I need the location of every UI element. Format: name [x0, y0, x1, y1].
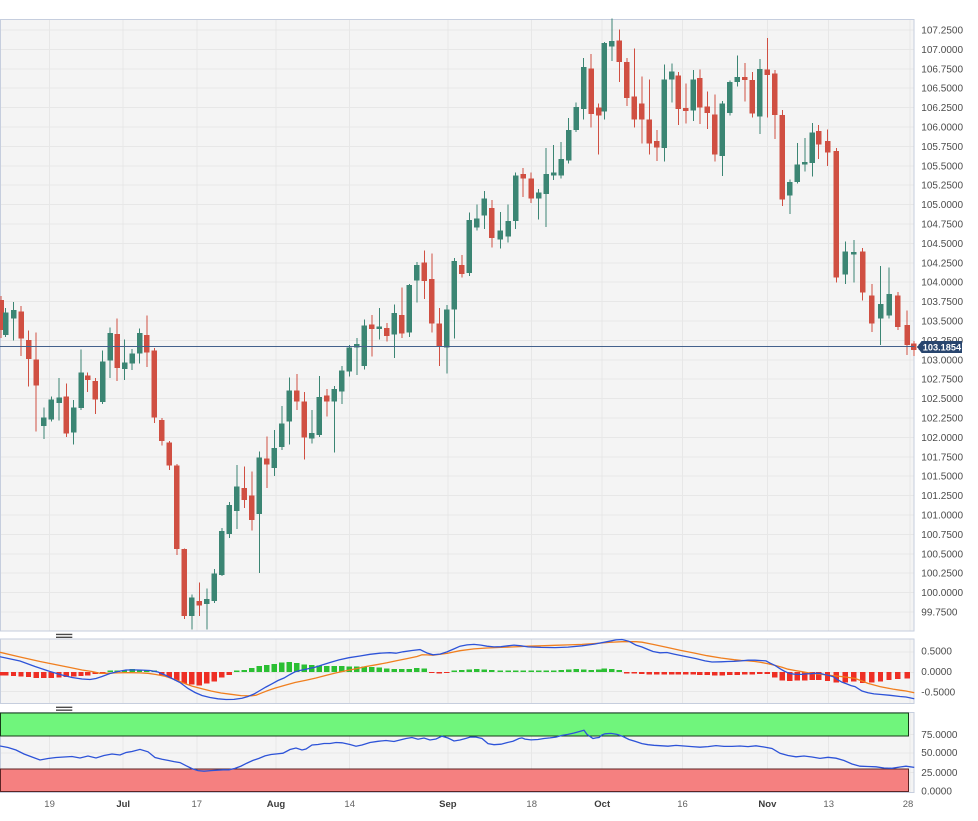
- svg-text:100.7500: 100.7500: [921, 530, 963, 541]
- svg-text:104.0000: 104.0000: [921, 278, 963, 289]
- svg-text:103.7500: 103.7500: [921, 297, 963, 308]
- svg-text:Jul: Jul: [116, 799, 130, 810]
- svg-text:101.2500: 101.2500: [921, 491, 963, 502]
- svg-text:107.2500: 107.2500: [921, 26, 963, 37]
- svg-text:17: 17: [192, 799, 203, 810]
- svg-text:101.0000: 101.0000: [921, 511, 963, 522]
- svg-text:106.7500: 106.7500: [921, 64, 963, 75]
- svg-text:Aug: Aug: [267, 799, 286, 810]
- svg-text:99.7500: 99.7500: [921, 608, 958, 619]
- svg-text:102.2500: 102.2500: [921, 414, 963, 425]
- svg-text:103.5000: 103.5000: [921, 317, 963, 328]
- svg-text:106.2500: 106.2500: [921, 103, 963, 114]
- svg-text:102.5000: 102.5000: [921, 394, 963, 405]
- svg-text:106.0000: 106.0000: [921, 123, 963, 134]
- svg-text:104.2500: 104.2500: [921, 258, 963, 269]
- svg-text:101.5000: 101.5000: [921, 472, 963, 483]
- svg-text:0.5000: 0.5000: [921, 647, 952, 658]
- svg-text:105.5000: 105.5000: [921, 161, 963, 172]
- svg-text:75.0000: 75.0000: [921, 730, 958, 741]
- svg-text:100.5000: 100.5000: [921, 549, 963, 560]
- svg-text:Nov: Nov: [758, 799, 777, 810]
- svg-text:102.0000: 102.0000: [921, 433, 963, 444]
- svg-text:105.2500: 105.2500: [921, 181, 963, 192]
- svg-text:-0.5000: -0.5000: [921, 687, 955, 698]
- svg-text:103.0000: 103.0000: [921, 355, 963, 366]
- svg-text:19: 19: [44, 799, 55, 810]
- svg-text:100.2500: 100.2500: [921, 569, 963, 580]
- svg-text:105.0000: 105.0000: [921, 200, 963, 211]
- svg-text:102.7500: 102.7500: [921, 375, 963, 386]
- svg-text:107.0000: 107.0000: [921, 45, 963, 56]
- svg-text:103.1854: 103.1854: [923, 342, 962, 352]
- svg-text:104.5000: 104.5000: [921, 239, 963, 250]
- svg-text:14: 14: [344, 799, 355, 810]
- svg-text:100.0000: 100.0000: [921, 588, 963, 599]
- svg-text:18: 18: [526, 799, 537, 810]
- svg-text:106.5000: 106.5000: [921, 84, 963, 95]
- svg-text:28: 28: [903, 799, 914, 810]
- svg-text:25.0000: 25.0000: [921, 768, 958, 779]
- svg-text:0.0000: 0.0000: [921, 787, 952, 798]
- svg-text:50.0000: 50.0000: [921, 748, 958, 759]
- svg-text:104.7500: 104.7500: [921, 220, 963, 231]
- svg-text:101.7500: 101.7500: [921, 452, 963, 463]
- svg-text:105.7500: 105.7500: [921, 142, 963, 153]
- svg-text:Sep: Sep: [439, 799, 457, 810]
- svg-text:13: 13: [823, 799, 834, 810]
- svg-text:16: 16: [677, 799, 688, 810]
- svg-text:Oct: Oct: [594, 799, 611, 810]
- svg-text:0.0000: 0.0000: [921, 667, 952, 678]
